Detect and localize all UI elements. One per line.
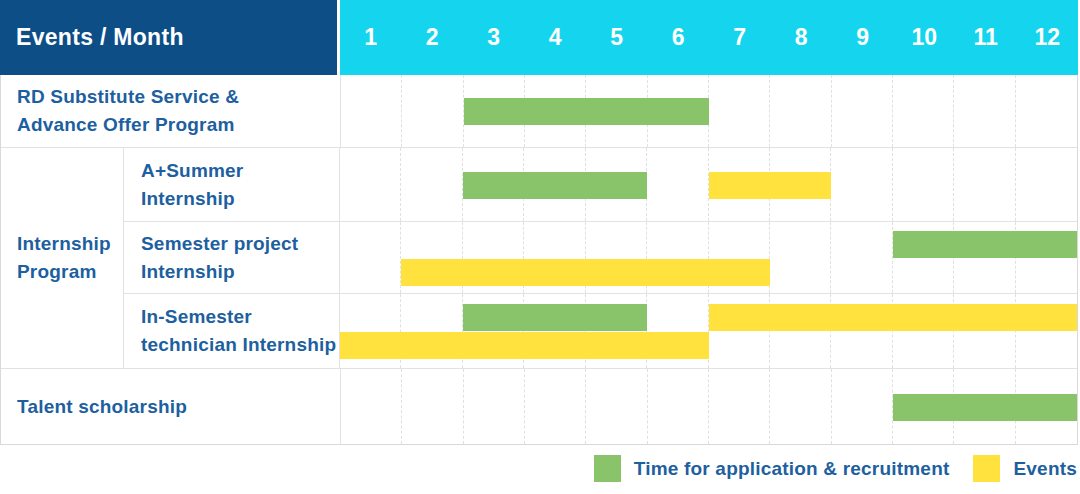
row-label-line: RD Substitute Service & xyxy=(17,83,340,111)
row-label-line: Internship xyxy=(17,230,123,258)
month-column-1 xyxy=(340,222,401,293)
chart-cell-talent-scholarship xyxy=(341,369,1077,444)
events-bar xyxy=(709,304,1078,331)
month-column-6 xyxy=(647,148,708,221)
month-column-12 xyxy=(1016,75,1077,147)
month-column-6 xyxy=(648,369,709,444)
month-column-5 xyxy=(586,369,647,444)
month-header-11: 11 xyxy=(955,0,1017,75)
row-label-line: Internship xyxy=(141,185,339,213)
month-column-4 xyxy=(525,369,586,444)
month-header-3: 3 xyxy=(463,0,525,75)
month-header-5: 5 xyxy=(586,0,648,75)
row-label-talent-scholarship: Talent scholarship xyxy=(1,369,341,444)
month-header-8: 8 xyxy=(771,0,833,75)
row-label-rd-substitute: RD Substitute Service &Advance Offer Pro… xyxy=(1,75,341,147)
legend-label-application: Time for application & recruitment xyxy=(634,458,950,480)
month-column-2 xyxy=(402,75,463,147)
gantt-table: Events / Month 123456789101112 RD Substi… xyxy=(0,0,1078,445)
month-column-9 xyxy=(831,222,892,293)
application-swatch-icon xyxy=(594,455,621,482)
chart-cell-in-semester xyxy=(340,294,1077,368)
row-label-line: In-Semester xyxy=(141,303,339,331)
month-column-8 xyxy=(770,75,831,147)
application-bar xyxy=(463,304,647,331)
row-in-semester: In-Semestertechnician Internship xyxy=(124,294,1077,368)
month-column-9 xyxy=(832,369,893,444)
row-label-semester-project: Semester projectInternship xyxy=(124,222,340,293)
events-bar xyxy=(340,332,709,359)
month-header-6: 6 xyxy=(648,0,710,75)
legend-item-events: Events xyxy=(973,455,1077,482)
row-label-in-semester: In-Semestertechnician Internship xyxy=(124,294,340,368)
month-column-2 xyxy=(402,369,463,444)
row-label-line: Program xyxy=(17,258,123,286)
row-semester-project: Semester projectInternship xyxy=(124,222,1077,294)
legend-item-application: Time for application & recruitment xyxy=(594,455,950,482)
month-header-9: 9 xyxy=(832,0,894,75)
group-subrows-internship-program: A+SummerInternshipSemester projectIntern… xyxy=(124,148,1077,368)
row-label-a-plus-summer: A+SummerInternship xyxy=(124,148,340,221)
month-column-8 xyxy=(770,369,831,444)
row-talent-scholarship: Talent scholarship xyxy=(1,369,1077,444)
month-header-7: 7 xyxy=(709,0,771,75)
month-column-10 xyxy=(893,75,954,147)
month-column-9 xyxy=(831,148,892,221)
month-column-2 xyxy=(401,148,462,221)
events-bar xyxy=(709,172,832,199)
application-bar xyxy=(893,394,1077,421)
row-label-line: technician Internship xyxy=(141,331,339,359)
application-bar xyxy=(893,231,1077,258)
month-column-12 xyxy=(1016,148,1077,221)
month-column-10 xyxy=(893,148,954,221)
month-column-1 xyxy=(341,75,402,147)
application-bar xyxy=(463,172,647,199)
month-header-4: 4 xyxy=(525,0,587,75)
month-column-11 xyxy=(954,75,1015,147)
events-swatch-icon xyxy=(973,455,1000,482)
row-label-line: Talent scholarship xyxy=(17,393,340,421)
row-internship-program: InternshipProgramA+SummerInternshipSemes… xyxy=(1,148,1077,369)
row-label-line: A+Summer xyxy=(141,157,339,185)
month-header-12: 12 xyxy=(1017,0,1079,75)
month-column-1 xyxy=(341,369,402,444)
row-a-plus-summer: A+SummerInternship xyxy=(124,148,1077,222)
row-rd-substitute: RD Substitute Service &Advance Offer Pro… xyxy=(1,75,1077,148)
events-bar xyxy=(401,259,770,286)
row-label-line: Internship xyxy=(141,258,339,286)
month-header-10: 10 xyxy=(894,0,956,75)
application-bar xyxy=(464,98,709,125)
month-column-7 xyxy=(709,75,770,147)
month-gridlines xyxy=(341,75,1077,147)
month-column-3 xyxy=(464,369,525,444)
row-label-line: Semester project xyxy=(141,230,339,258)
table-body: RD Substitute Service &Advance Offer Pro… xyxy=(0,75,1078,445)
header-row: Events / Month 123456789101112 xyxy=(0,0,1078,75)
month-column-8 xyxy=(770,222,831,293)
chart-cell-a-plus-summer xyxy=(340,148,1077,221)
month-column-7 xyxy=(709,369,770,444)
month-column-9 xyxy=(832,75,893,147)
month-column-1 xyxy=(340,148,401,221)
month-header-1: 1 xyxy=(340,0,402,75)
month-header-row: 123456789101112 xyxy=(340,0,1078,75)
month-header-2: 2 xyxy=(402,0,464,75)
group-label-internship-program: InternshipProgram xyxy=(1,148,124,368)
legend: Time for application & recruitment Events xyxy=(594,455,1077,482)
month-column-11 xyxy=(954,148,1015,221)
chart-cell-rd-substitute xyxy=(341,75,1077,147)
events-month-header: Events / Month xyxy=(0,0,337,75)
row-label-line: Advance Offer Program xyxy=(17,111,340,139)
legend-label-events: Events xyxy=(1013,458,1077,480)
chart-cell-semester-project xyxy=(340,222,1077,293)
